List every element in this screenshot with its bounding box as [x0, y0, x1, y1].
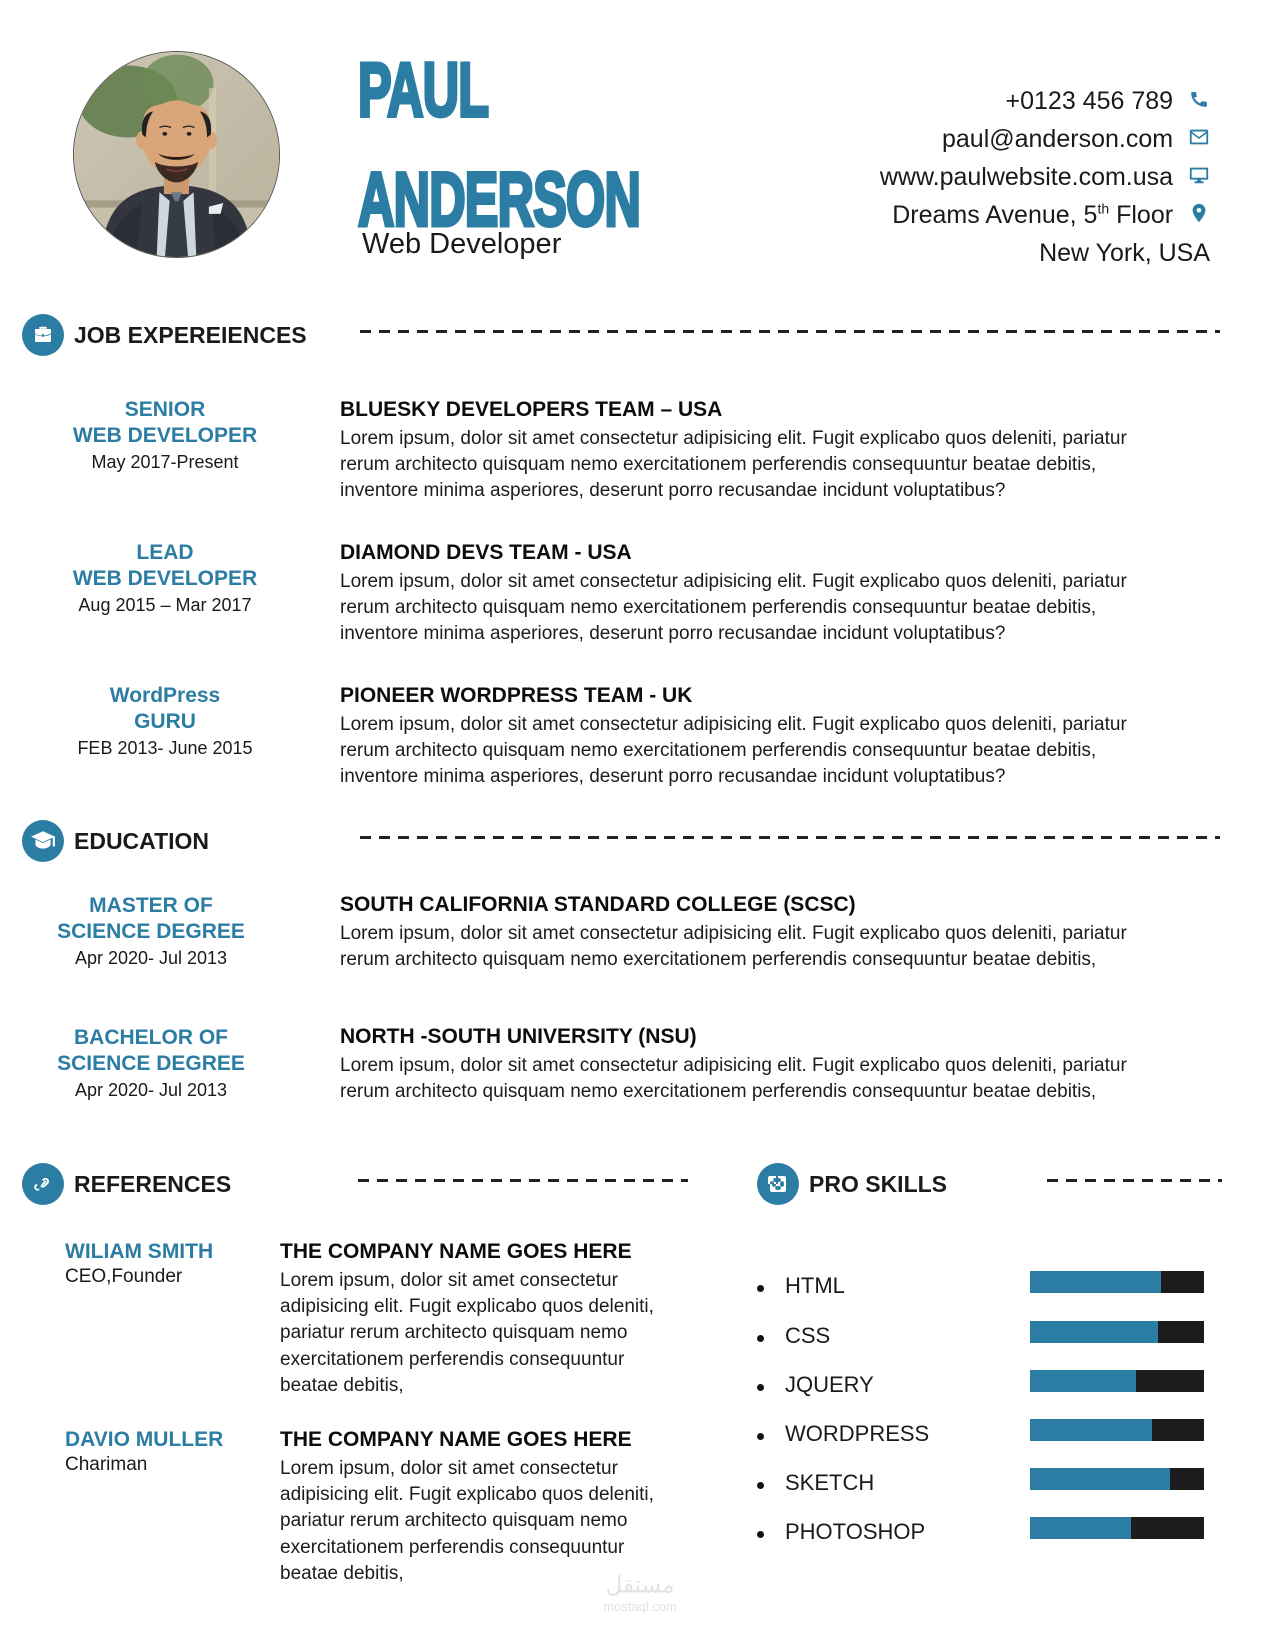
svg-text:mostaql.com: mostaql.com	[603, 1599, 677, 1614]
svg-text:مستقل: مستقل	[606, 1572, 675, 1598]
